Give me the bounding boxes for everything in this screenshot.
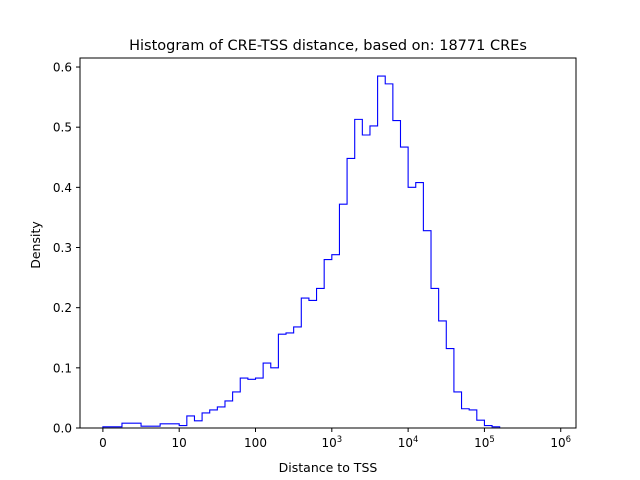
plot-area: 0 10 100 103 104 105 106 0.0 0.1 0.2 0.3 0.4 0.5 0.6 [53, 57, 577, 450]
y-tick-label: 0.3 [53, 241, 72, 255]
y-tick-label: 0.5 [53, 121, 72, 135]
y-axis-label: Density [28, 221, 43, 269]
y-tick-label: 0.4 [53, 181, 72, 195]
axes-frame [79, 57, 577, 429]
y-tick-label: 0.6 [53, 61, 72, 75]
x-tick-label: 106 [550, 435, 571, 450]
y-tick-label: 0.1 [53, 361, 72, 375]
y-tick-label: 0.2 [53, 301, 72, 315]
x-tick-label: 105 [474, 435, 495, 450]
y-tick-label: 0.0 [53, 422, 72, 436]
x-axis-label: Distance to TSS [279, 460, 378, 475]
x-tick-label: 10 [172, 436, 187, 450]
x-tick-label: 100 [244, 436, 267, 450]
x-tick-label: 104 [398, 435, 419, 450]
chart-title: Histogram of CRE-TSS distance, based on:… [129, 38, 527, 54]
x-tick-label: 103 [321, 435, 342, 450]
x-tick-label: 0 [99, 436, 107, 450]
histogram-series [102, 75, 538, 429]
